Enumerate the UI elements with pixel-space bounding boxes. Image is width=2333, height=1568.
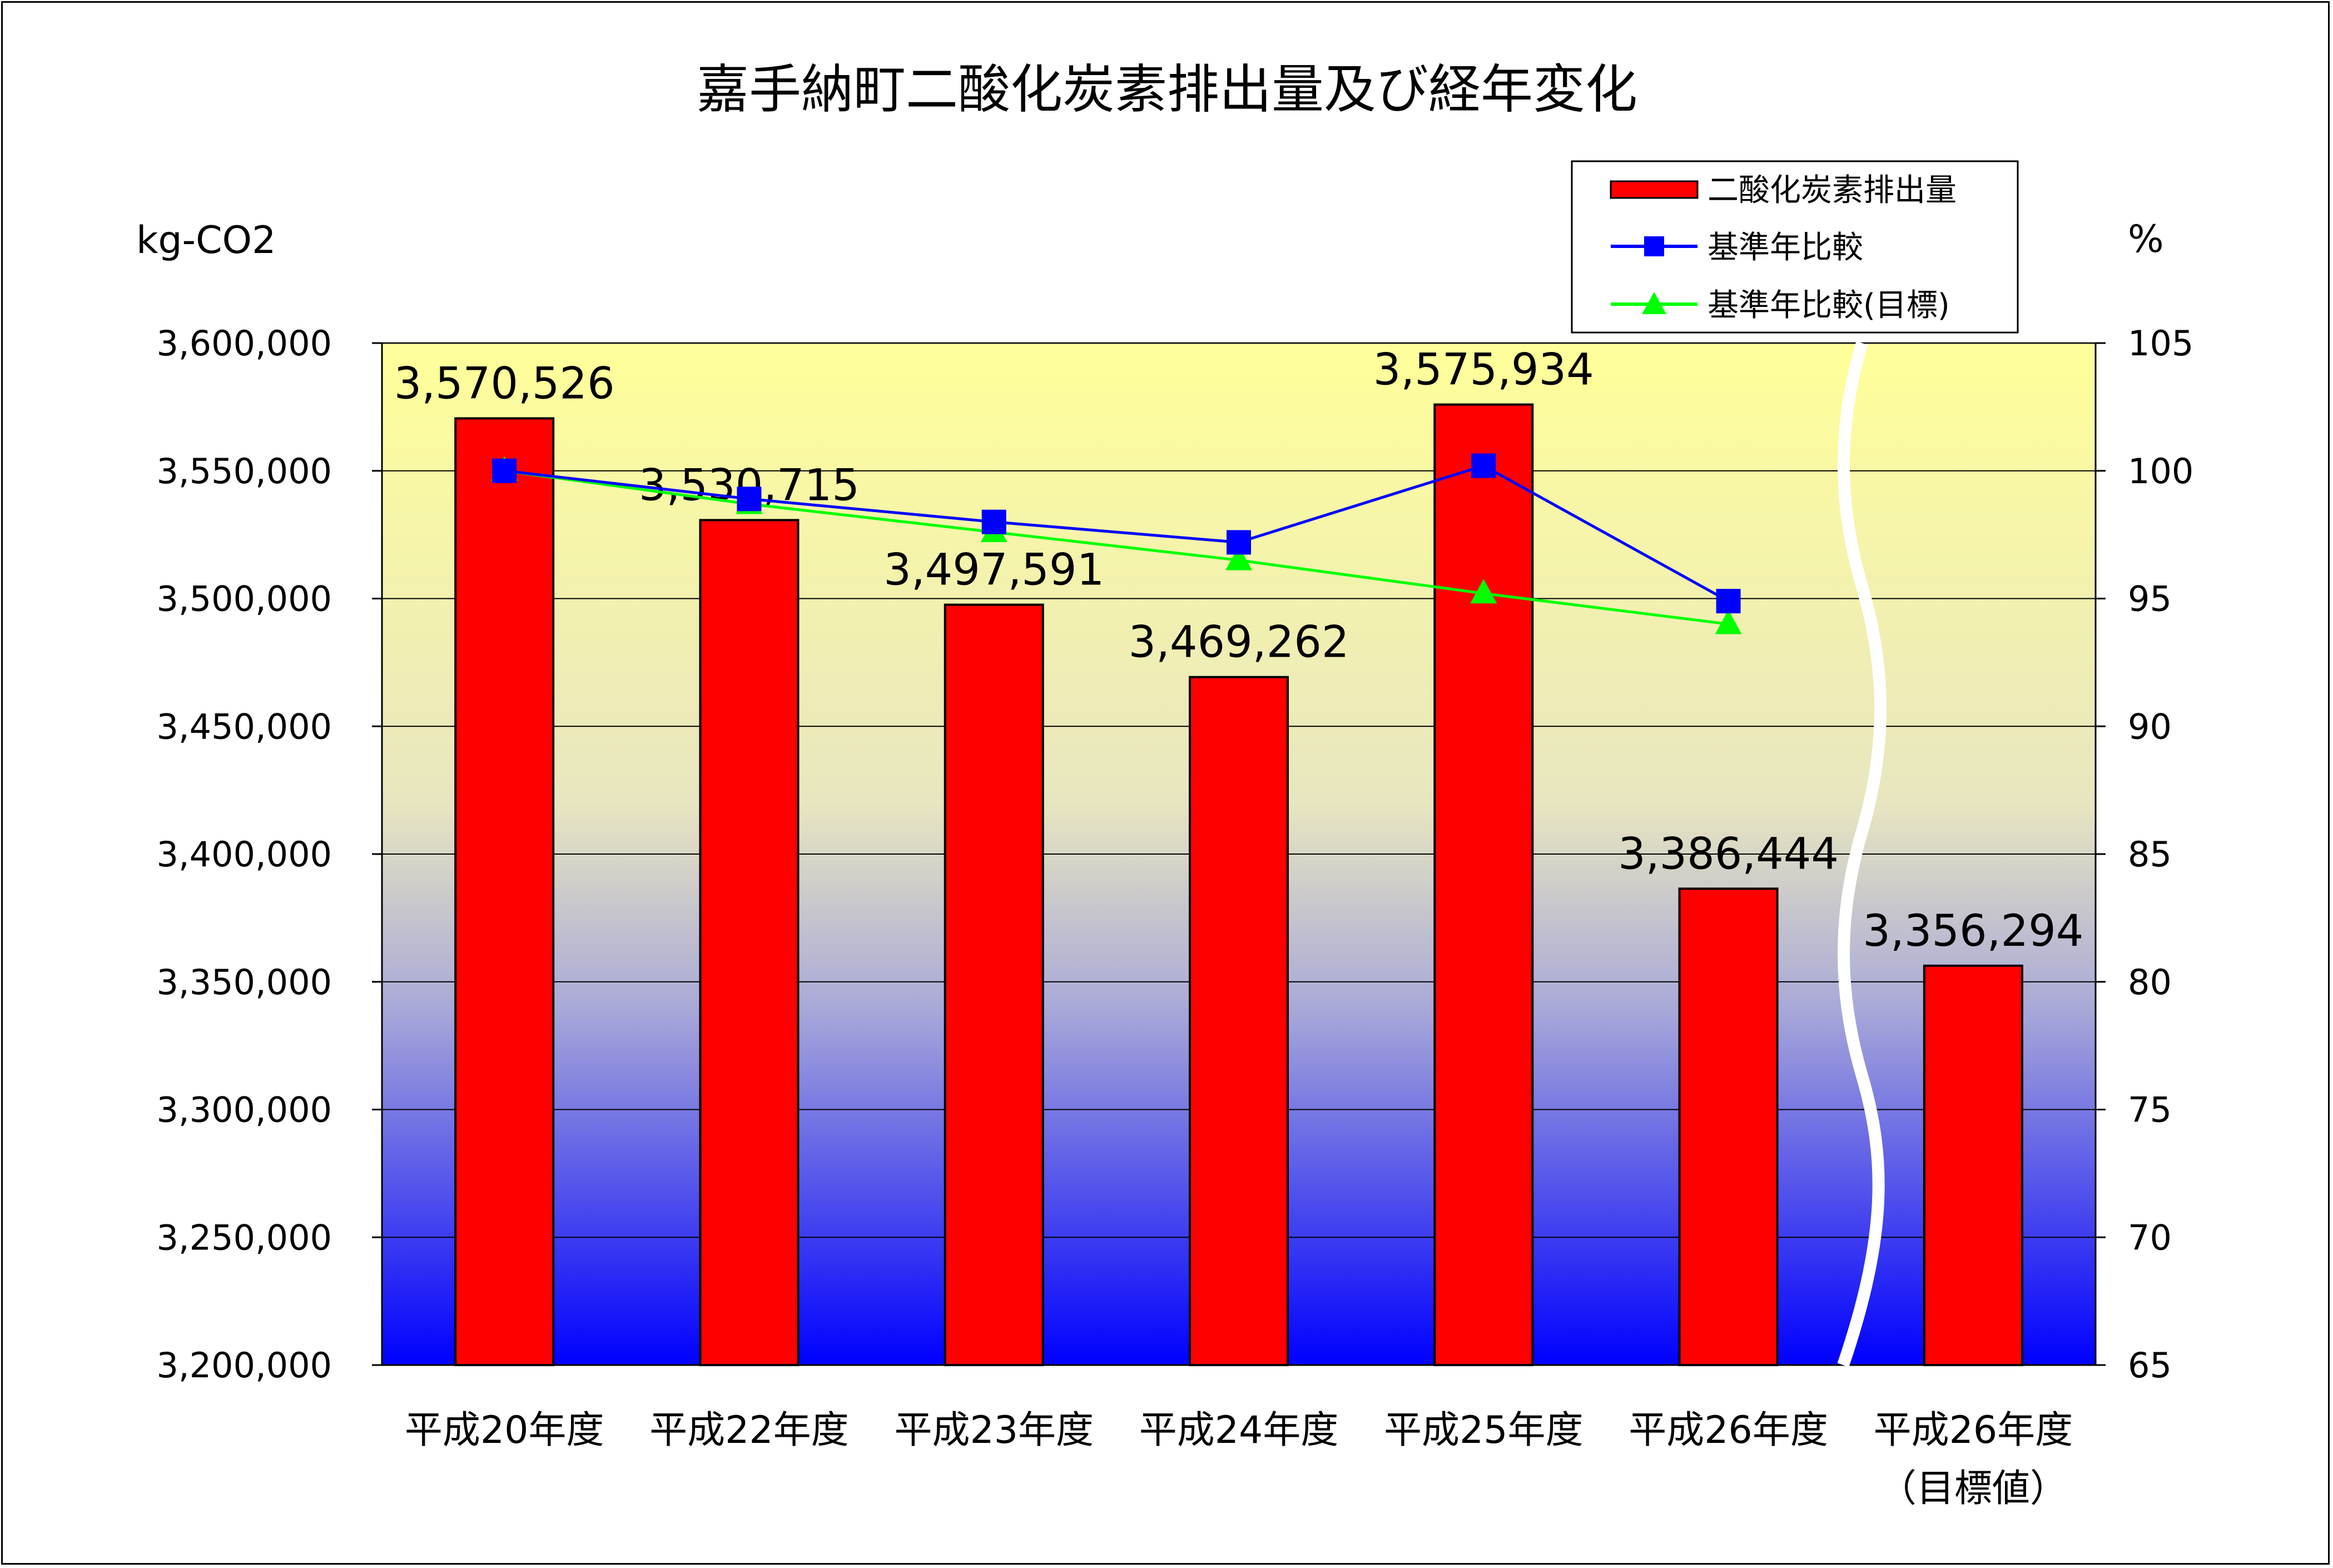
legend-label-target: 基準年比較(目標) <box>1707 287 1950 324</box>
y-right-tick-label: 80 <box>2128 962 2172 1003</box>
y-left-unit: kg-CO2 <box>136 219 276 262</box>
y-right-tick-label: 100 <box>2128 451 2193 492</box>
line-point-triangle <box>1715 609 1742 634</box>
line-point-square <box>1227 530 1251 555</box>
bar <box>454 417 555 1367</box>
bar-value-label: 3,570,526 <box>394 359 615 409</box>
y-right-tick-label: 70 <box>2128 1217 2172 1258</box>
x-category-label: 平成25年度 <box>1384 1408 1584 1452</box>
y-left-tick-label: 3,400,000 <box>156 834 332 875</box>
y-left-tick-label: 3,300,000 <box>156 1090 332 1130</box>
line-point-square <box>737 487 762 512</box>
y-right-tick-label: 90 <box>2128 706 2172 747</box>
x-category-label: 平成24年度 <box>1139 1408 1339 1452</box>
y-left-tick-label: 3,550,000 <box>156 451 332 492</box>
legend-marker-square <box>1644 236 1664 256</box>
bar-value-label: 3,469,262 <box>1129 618 1349 668</box>
bar <box>1433 403 1534 1366</box>
y-right-unit: % <box>2128 217 2164 261</box>
legend-label-actual: 基準年比較 <box>1707 230 1863 266</box>
y-left-tick-label: 3,250,000 <box>156 1217 332 1258</box>
x-category-label: 平成26年度 <box>1874 1408 2073 1452</box>
y-right-tick-label: 105 <box>2128 323 2193 364</box>
bar <box>1923 964 2023 1367</box>
x-category-label-sub: （目標値） <box>1879 1467 2068 1511</box>
bar <box>699 519 800 1366</box>
y-left-ticks: 3,200,000 3,250,000 3,300,000 3,350,000 3,40… <box>156 323 383 1386</box>
legend-marker-triangle <box>1642 292 1666 314</box>
y-left-tick-label: 3,500,000 <box>156 579 332 619</box>
y-right-tick-label: 65 <box>2128 1345 2172 1386</box>
bar-value-label: 3,497,591 <box>883 545 1104 596</box>
x-category-labels: 平成20年度 平成22年度 平成23年度 平成24年度 平成25年度 平成26年度 平成26… <box>405 1408 2073 1511</box>
y-left-tick-label: 3,350,000 <box>156 962 332 1003</box>
bar-value-label: 3,575,934 <box>1373 345 1594 395</box>
x-category-label: 平成22年度 <box>649 1408 849 1452</box>
legend-label-bar: 二酸化炭素排出量 <box>1707 172 1957 209</box>
bar <box>1189 676 1289 1366</box>
bar <box>1678 887 1779 1366</box>
line-point-square <box>492 458 517 483</box>
legend: 二酸化炭素排出量 基準年比較 基準年比較(目標) <box>1571 160 2019 334</box>
x-category-label: 平成20年度 <box>405 1408 604 1452</box>
chart-title: 嘉手納町二酸化炭素排出量及び経年変化 <box>697 59 1637 120</box>
line-point-triangle <box>1225 545 1252 570</box>
x-category-label: 平成23年度 <box>894 1408 1094 1452</box>
x-category-label: 平成26年度 <box>1629 1408 1828 1452</box>
y-right-tick-label: 85 <box>2128 834 2172 875</box>
y-left-tick-label: 3,600,000 <box>156 323 332 364</box>
series-line-path <box>504 469 1729 626</box>
bars <box>454 403 2023 1367</box>
series-line-path <box>504 464 1729 603</box>
bar-value-label: 3,386,444 <box>1618 829 1839 879</box>
line-point-square <box>1471 453 1496 478</box>
bar <box>944 603 1044 1366</box>
y-right-tick-label: 75 <box>2128 1090 2172 1130</box>
series-actual-line <box>492 453 1741 614</box>
bar-value-label: 3,356,294 <box>1863 906 2083 956</box>
bar-value-labels: 3,570,5263,530,7153,497,5913,469,2623,57… <box>394 345 2084 956</box>
line-point-triangle <box>1470 579 1497 604</box>
y-left-tick-label: 3,200,000 <box>156 1345 332 1386</box>
y-right-tick-label: 95 <box>2128 579 2172 619</box>
line-point-square <box>1716 589 1741 614</box>
chart-canvas: 嘉手納町二酸化炭素排出量及び経年変化 kg-CO2 % 3,200,0003,2… <box>136 59 2193 1511</box>
legend-swatch-bar <box>1610 180 1699 199</box>
axis-break-line <box>1837 341 1887 1367</box>
line-point-square <box>981 509 1006 534</box>
y-left-tick-label: 3,450,000 <box>156 706 332 747</box>
